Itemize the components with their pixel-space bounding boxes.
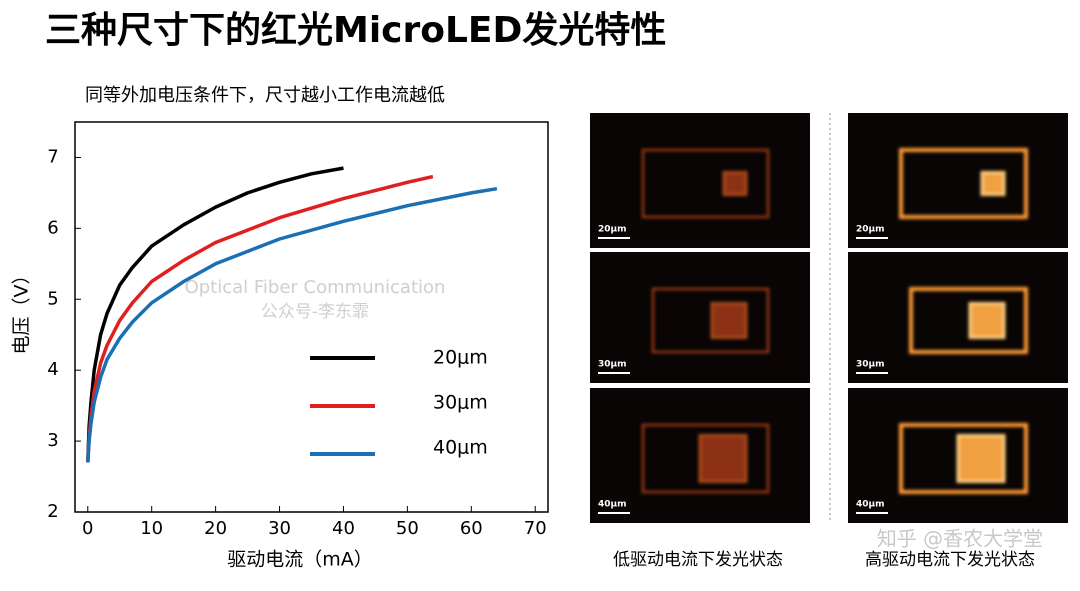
slide-title: 三种尺寸下的红光MicroLED发光特性 [45,10,666,51]
outline [899,148,1028,219]
scale-label: 30μm [856,360,885,370]
chart-title: 同等外加电压条件下，尺寸越小工作电流越低 [85,85,445,106]
image-panel [848,252,1068,383]
emitter [968,302,1006,339]
image-panel [590,252,810,383]
scale-label: 20μm [856,225,885,235]
x-tick-label: 40 [332,518,355,539]
scale-label: 30μm [598,360,627,370]
emitter [698,434,748,483]
emission [899,148,1028,219]
x-axis-label: 驱动电流（mA） [227,549,373,571]
emission [651,287,770,354]
y-tick-label: 7 [47,146,58,167]
plot-frame [74,121,549,513]
y-tick-label: 3 [47,430,58,451]
scale-label: 40μm [856,500,885,510]
x-tick-label: 10 [140,518,163,539]
legend-label: 40μm [433,437,488,459]
scale-label: 20μm [598,225,627,235]
x-tick-label: 30 [268,518,291,539]
emitter [956,434,1006,483]
caption: 低驱动电流下发光状态 [613,550,783,570]
line-series [86,166,344,463]
watermark: 公众号-李东霏 [261,302,369,322]
outline [899,423,1028,494]
outline [909,287,1028,354]
x-tick-label: 0 [82,518,93,539]
x-tick-label: 20 [204,518,227,539]
outline [641,423,770,494]
y-tick-label: 6 [47,217,58,238]
emitter [722,171,748,196]
emission [909,287,1028,354]
emission [641,423,770,494]
site-watermark: 知乎 @香农大学堂 [877,527,1043,551]
emission [899,423,1028,494]
y-tick-label: 5 [47,288,58,309]
emission [641,148,770,219]
emitter [980,171,1006,196]
y-axis-label: 电压（V） [11,266,33,355]
watermark: Optical Fiber Communication [185,277,446,298]
y-tick-label: 4 [47,359,58,380]
outline [651,287,770,354]
image-panel [590,113,810,248]
y-tick-label: 2 [47,501,58,522]
legend-label: 30μm [433,392,488,414]
caption: 高驱动电流下发光状态 [865,550,1035,570]
scale-label: 40μm [598,500,627,510]
x-tick-label: 70 [524,518,547,539]
legend-label: 20μm [433,347,488,369]
x-tick-label: 50 [396,518,419,539]
image-panel [848,113,1068,248]
x-tick-label: 60 [460,518,483,539]
outline [641,148,770,219]
emitter [710,302,748,339]
line-series [86,186,498,463]
